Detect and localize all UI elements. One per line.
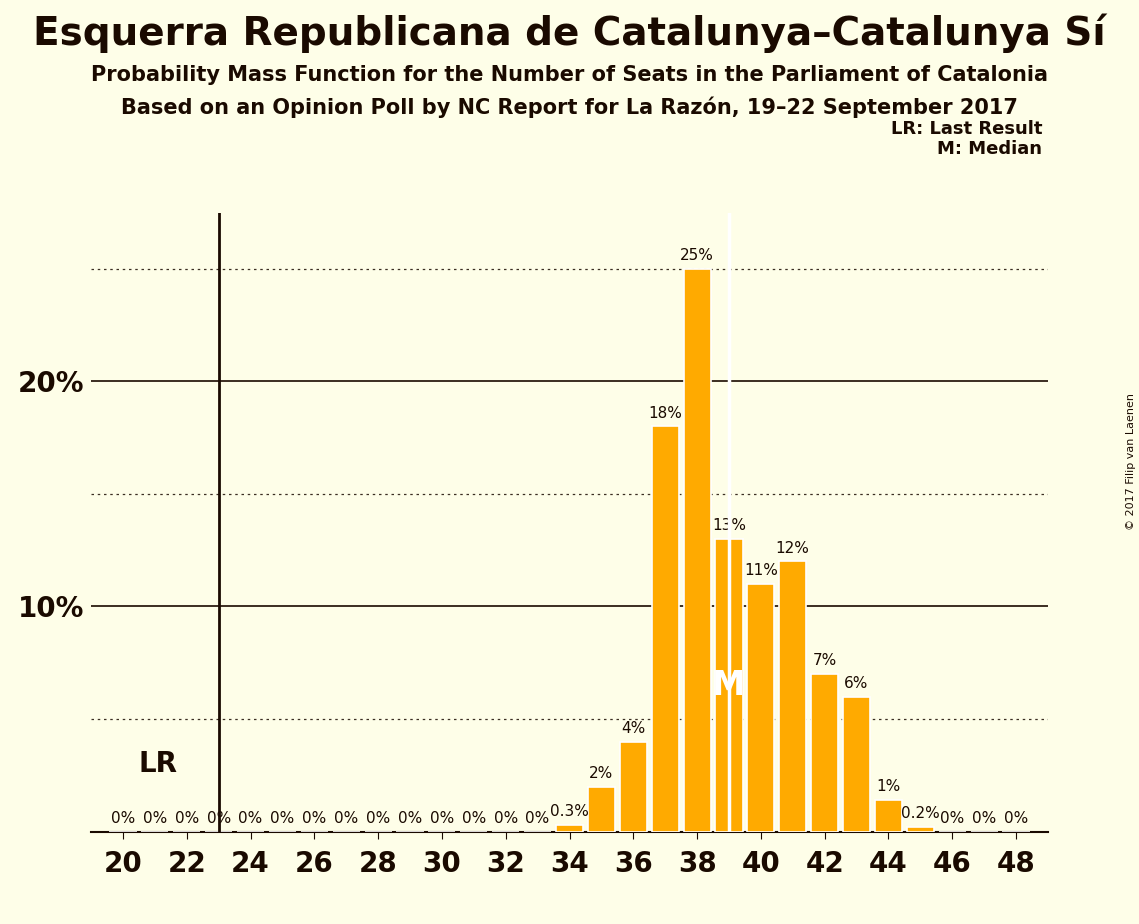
Text: 0%: 0%: [429, 811, 454, 826]
Text: Esquerra Republicana de Catalunya–Catalunya Sí: Esquerra Republicana de Catalunya–Catalu…: [33, 14, 1106, 54]
Text: 4%: 4%: [621, 721, 646, 736]
Text: 0%: 0%: [366, 811, 391, 826]
Text: Probability Mass Function for the Number of Seats in the Parliament of Catalonia: Probability Mass Function for the Number…: [91, 65, 1048, 85]
Text: LR: Last Result: LR: Last Result: [891, 120, 1042, 138]
Text: 0%: 0%: [142, 811, 167, 826]
Text: 25%: 25%: [680, 249, 714, 263]
Text: LR: LR: [139, 750, 178, 778]
Bar: [811, 674, 838, 832]
Text: M: M: [712, 669, 746, 701]
Text: 0.2%: 0.2%: [901, 807, 940, 821]
Text: 6%: 6%: [844, 675, 869, 691]
Text: 0%: 0%: [334, 811, 359, 826]
Text: 0%: 0%: [174, 811, 199, 826]
Text: 0%: 0%: [302, 811, 327, 826]
Text: 0%: 0%: [525, 811, 550, 826]
Text: 1%: 1%: [876, 780, 901, 795]
Text: 12%: 12%: [776, 541, 810, 556]
Text: 18%: 18%: [648, 406, 682, 420]
Bar: [907, 827, 934, 832]
Text: 0%: 0%: [270, 811, 295, 826]
Bar: [652, 426, 679, 832]
Text: 13%: 13%: [712, 518, 746, 533]
Text: 0%: 0%: [461, 811, 486, 826]
Bar: [875, 800, 902, 832]
Text: © 2017 Filip van Laenen: © 2017 Filip van Laenen: [1126, 394, 1136, 530]
Text: 0%: 0%: [493, 811, 518, 826]
Text: 0%: 0%: [972, 811, 997, 826]
Text: 0.3%: 0.3%: [550, 804, 589, 820]
Text: 7%: 7%: [812, 653, 837, 668]
Bar: [683, 269, 711, 832]
Text: 0%: 0%: [206, 811, 231, 826]
Text: 0%: 0%: [398, 811, 423, 826]
Text: 0%: 0%: [238, 811, 263, 826]
Text: 2%: 2%: [589, 766, 614, 781]
Bar: [715, 539, 743, 832]
Text: 0%: 0%: [1003, 811, 1029, 826]
Text: M: Median: M: Median: [937, 140, 1042, 158]
Bar: [588, 786, 615, 832]
Bar: [620, 742, 647, 832]
Text: Based on an Opinion Poll by NC Report for La Razón, 19–22 September 2017: Based on an Opinion Poll by NC Report fo…: [121, 96, 1018, 117]
Text: 0%: 0%: [110, 811, 136, 826]
Bar: [556, 825, 583, 832]
Text: 0%: 0%: [940, 811, 965, 826]
Text: 11%: 11%: [744, 564, 778, 578]
Bar: [747, 584, 775, 832]
Bar: [843, 697, 870, 832]
Bar: [779, 562, 806, 832]
